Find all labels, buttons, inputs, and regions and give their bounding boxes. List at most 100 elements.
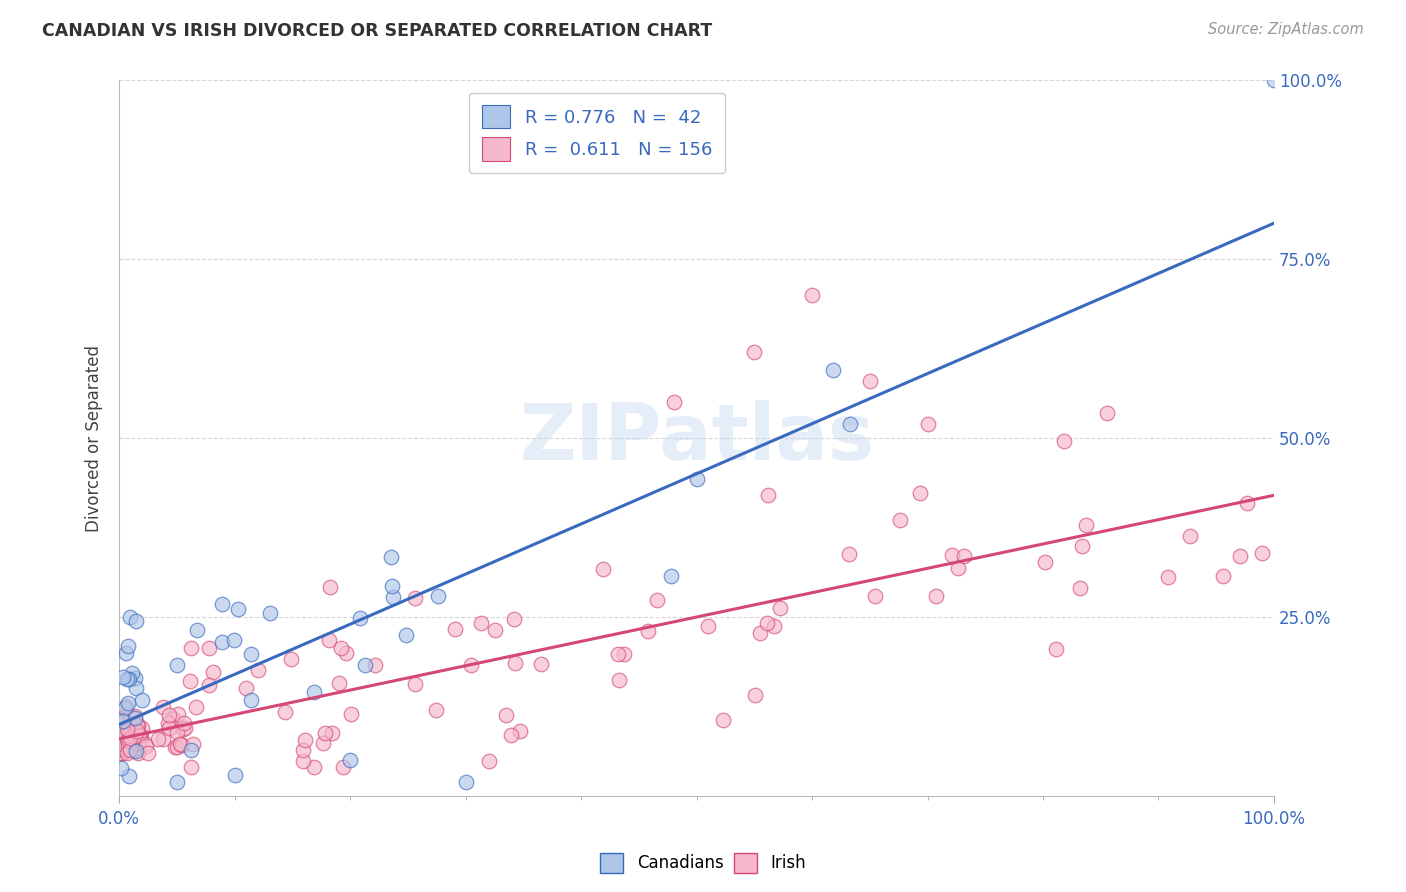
Point xyxy=(108,739,131,754)
Point xyxy=(108,731,131,745)
Point xyxy=(166,706,188,721)
Point xyxy=(110,735,132,749)
Point xyxy=(118,708,141,723)
Point xyxy=(173,716,195,731)
Point xyxy=(349,611,371,625)
Point xyxy=(381,591,404,605)
Point xyxy=(128,728,150,742)
Point xyxy=(908,486,931,500)
Point xyxy=(353,658,375,673)
Point xyxy=(166,774,188,789)
Point xyxy=(454,774,477,789)
Point xyxy=(125,614,148,628)
Point xyxy=(111,741,134,756)
Point xyxy=(115,646,138,660)
Point xyxy=(112,714,135,729)
Point xyxy=(127,717,149,731)
Point xyxy=(157,707,180,722)
Point xyxy=(1251,546,1274,560)
Point xyxy=(505,656,527,670)
Point xyxy=(637,624,659,638)
Point xyxy=(201,665,224,680)
Point xyxy=(112,731,135,745)
Legend: R = 0.776   N =  42, R =  0.611   N = 156: R = 0.776 N = 42, R = 0.611 N = 156 xyxy=(470,93,725,173)
Point xyxy=(114,724,136,739)
Text: CANADIAN VS IRISH DIVORCED OR SEPARATED CORRELATION CHART: CANADIAN VS IRISH DIVORCED OR SEPARATED … xyxy=(42,22,713,40)
Point xyxy=(946,561,969,575)
Point xyxy=(613,647,636,661)
Point xyxy=(115,728,138,742)
Point xyxy=(115,698,138,713)
Legend: Canadians, Irish: Canadians, Irish xyxy=(593,847,813,880)
Point xyxy=(180,743,202,757)
Point xyxy=(120,731,142,745)
Point xyxy=(110,746,132,760)
Point xyxy=(339,753,361,767)
Point xyxy=(427,589,450,603)
Point xyxy=(222,633,245,648)
Point xyxy=(110,762,132,776)
Point xyxy=(329,641,352,656)
Point xyxy=(170,738,193,752)
Point xyxy=(172,722,194,736)
Point xyxy=(118,769,141,783)
Point xyxy=(302,760,325,774)
Point xyxy=(117,732,139,747)
Point xyxy=(169,737,191,751)
Point xyxy=(112,721,135,735)
Point xyxy=(755,615,778,630)
Point xyxy=(128,732,150,747)
Point xyxy=(110,746,132,760)
Point xyxy=(127,736,149,750)
Point xyxy=(801,287,824,301)
Point xyxy=(127,718,149,732)
Point xyxy=(662,395,685,409)
Point xyxy=(127,746,149,760)
Point xyxy=(181,737,204,751)
Point xyxy=(259,606,281,620)
Point xyxy=(381,579,404,593)
Point xyxy=(592,562,614,576)
Point xyxy=(180,641,202,656)
Point xyxy=(122,731,145,746)
Point xyxy=(162,712,184,726)
Point xyxy=(332,760,354,774)
Point xyxy=(838,547,860,561)
Point xyxy=(1229,549,1251,563)
Point xyxy=(395,628,418,642)
Point xyxy=(174,722,197,736)
Point xyxy=(211,634,233,648)
Point xyxy=(404,591,426,605)
Point xyxy=(499,728,522,742)
Point xyxy=(478,755,501,769)
Point xyxy=(756,488,779,502)
Point xyxy=(1033,555,1056,569)
Point xyxy=(863,589,886,603)
Point xyxy=(125,681,148,695)
Point xyxy=(292,755,315,769)
Point xyxy=(129,729,152,743)
Point xyxy=(280,652,302,666)
Point xyxy=(117,727,139,741)
Point xyxy=(152,732,174,747)
Point xyxy=(1074,517,1097,532)
Point xyxy=(340,707,363,722)
Text: ZIPatlas: ZIPatlas xyxy=(519,400,875,476)
Point xyxy=(124,708,146,723)
Point xyxy=(380,549,402,564)
Point xyxy=(108,746,131,760)
Point xyxy=(110,746,132,760)
Point xyxy=(224,767,246,781)
Point xyxy=(762,619,785,633)
Point xyxy=(118,673,141,687)
Point xyxy=(318,632,340,647)
Point xyxy=(239,647,262,661)
Point xyxy=(157,721,180,735)
Point xyxy=(769,600,792,615)
Point xyxy=(425,703,447,717)
Point xyxy=(157,716,180,731)
Point xyxy=(889,513,911,527)
Point xyxy=(163,740,186,755)
Point xyxy=(696,619,718,633)
Point xyxy=(146,731,169,746)
